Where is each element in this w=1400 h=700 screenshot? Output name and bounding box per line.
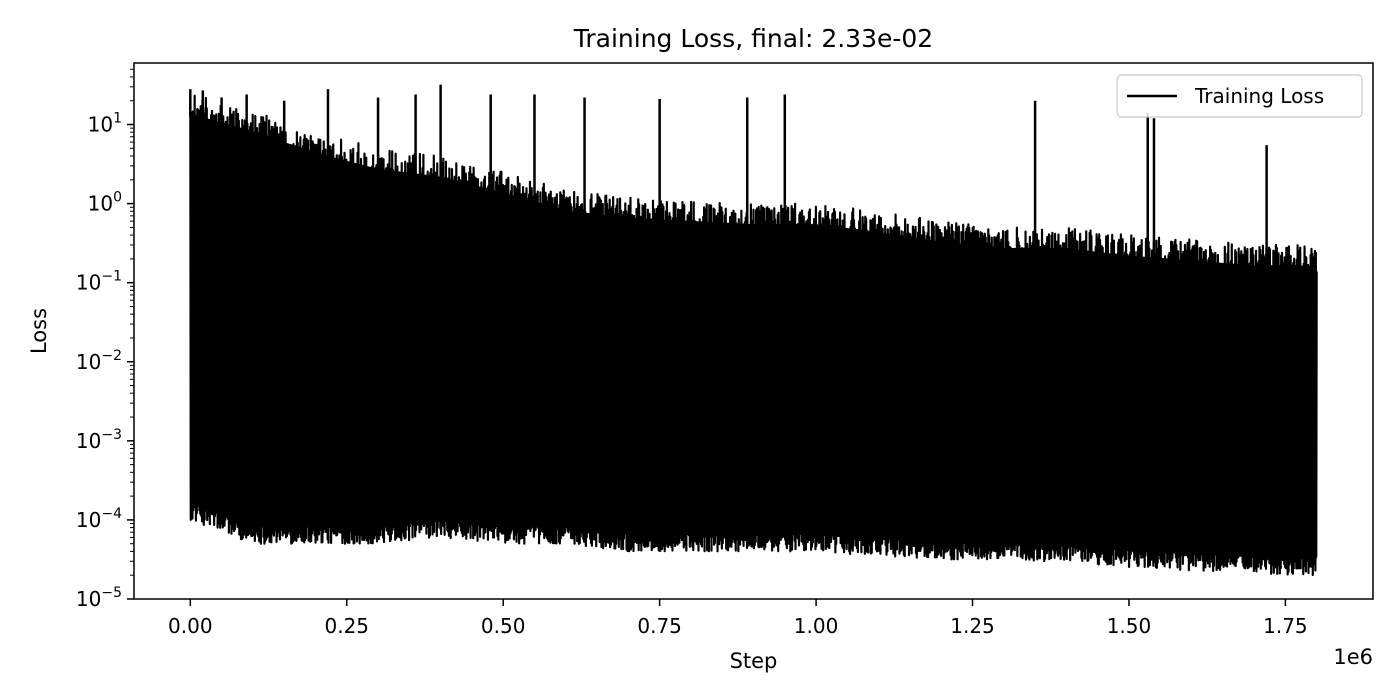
x-tick-label: 0.75 bbox=[637, 614, 682, 638]
y-tick-label: 10−3 bbox=[76, 427, 122, 453]
y-tick-label: 10−4 bbox=[76, 506, 122, 532]
x-tick-label: 0.00 bbox=[168, 614, 213, 638]
x-tick-label: 1.50 bbox=[1107, 614, 1152, 638]
chart-title: Training Loss, final: 2.33e-02 bbox=[573, 24, 933, 53]
y-tick-label: 10−2 bbox=[76, 348, 122, 374]
x-tick-label: 1.75 bbox=[1263, 614, 1308, 638]
x-tick-label: 1.00 bbox=[794, 614, 839, 638]
y-axis-label: Loss bbox=[27, 308, 51, 354]
x-tick-label: 0.25 bbox=[324, 614, 369, 638]
legend-entry-training-loss: Training Loss bbox=[1194, 84, 1324, 108]
y-tick-label: 10−1 bbox=[76, 269, 122, 295]
y-tick-label: 10−5 bbox=[76, 585, 122, 611]
y-tick-label: 100 bbox=[88, 190, 122, 216]
legend: Training Loss bbox=[1117, 75, 1362, 117]
plot-area bbox=[190, 85, 1316, 575]
x-axis-offset-label: 1e6 bbox=[1333, 645, 1373, 669]
x-tick-label: 0.50 bbox=[481, 614, 526, 638]
x-tick-label: 1.25 bbox=[950, 614, 995, 638]
y-tick-label: 101 bbox=[88, 111, 122, 137]
x-axis-label: Step bbox=[730, 649, 778, 673]
